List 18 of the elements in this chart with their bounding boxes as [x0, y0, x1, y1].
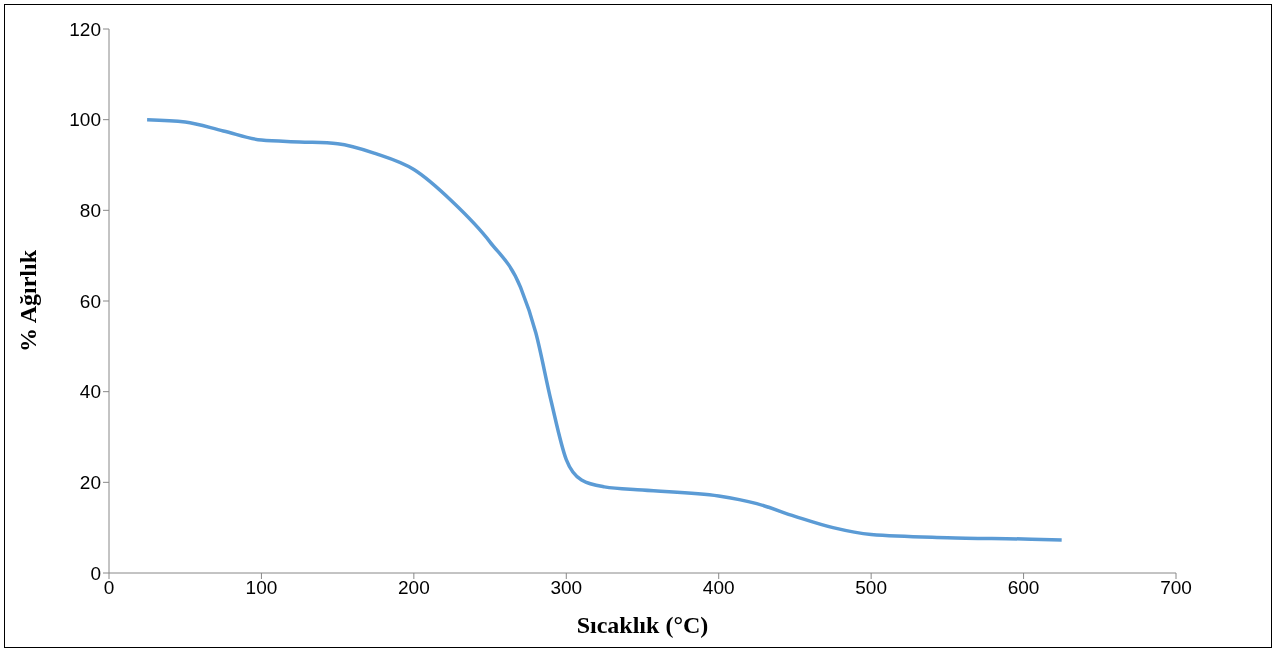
y-tick-label: 60 — [79, 290, 101, 312]
line-series — [145, 117, 1064, 542]
y-tick-label: 120 — [69, 18, 101, 40]
x-axis-title: Sıcaklık (°C) — [576, 612, 709, 638]
x-tick-label: 100 — [245, 577, 278, 599]
x-tick-label: 700 — [1160, 577, 1192, 599]
x-tick-label: 300 — [550, 577, 583, 599]
x-tick-label: 200 — [398, 577, 430, 599]
y-tick-label: 40 — [79, 381, 101, 403]
x-tick-label: 600 — [1007, 577, 1040, 599]
x-tick-label: 500 — [855, 577, 887, 599]
y-axis-title: % Ağırlık — [14, 249, 41, 353]
y-tick-label: 20 — [79, 472, 101, 494]
x-tick-label: 400 — [702, 577, 735, 599]
x-tick-label: 0 — [103, 577, 115, 599]
y-tick-label: 100 — [69, 109, 101, 131]
y-tick-label: 0 — [90, 562, 101, 584]
y-tick-label: 80 — [79, 200, 101, 222]
